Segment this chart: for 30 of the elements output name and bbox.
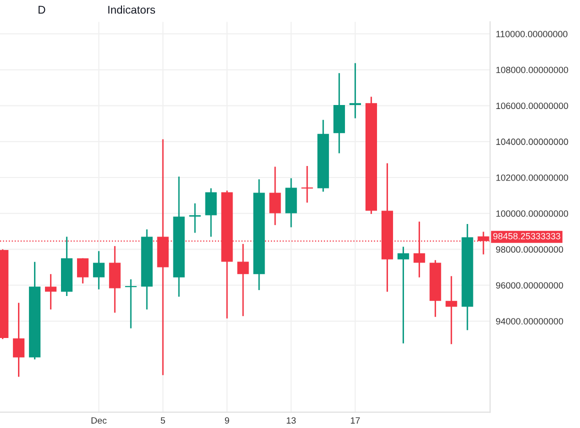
y-tick-label: 110000.00000000 [496,30,568,38]
text: Indicators [108,6,156,14]
candlestick [301,165,313,204]
candlestick [237,243,249,317]
ref-line-label: 98458.25333333 [493,232,560,240]
y-tick-label: 104000.00000000 [496,138,568,145]
y-tick-label: 98000.00000000 [496,246,564,253]
x-tick-label: 17 [350,417,360,424]
x-tick-label: 9 [224,417,230,424]
candlestick [77,258,89,284]
candlestick [44,273,57,310]
y-tick-label: 102000.00000000 [496,174,568,181]
candlestick [125,278,137,330]
candlestick [205,188,217,238]
y-tick-label: 108000.00000000 [496,66,568,74]
y-tick-label: 100000.00000000 [496,210,568,217]
candlestick [12,302,24,378]
candlestick [446,275,458,345]
y-tick-label: 106000.00000000 [496,102,568,110]
candlestick [398,246,410,344]
x-tick-label: Dec [92,417,107,424]
x-tick-label: 13 [286,417,296,424]
candlestick [189,202,201,234]
candlestick [349,62,361,119]
candlestick [93,250,105,290]
y-tick-label: 96000.00000000 [496,282,564,289]
candlestick [269,166,281,226]
y-tick-label: 94000.00000000 [496,318,564,324]
text: D [38,6,46,14]
x-tick-label: 5 [160,417,166,424]
